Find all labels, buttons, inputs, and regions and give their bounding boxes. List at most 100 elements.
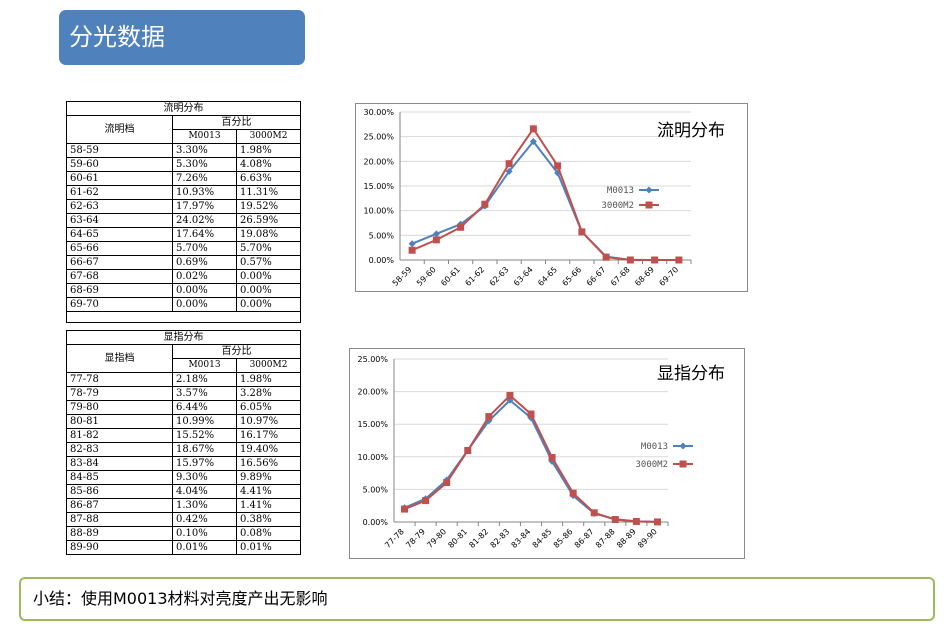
cri-chart-svg: 0.00%5.00%10.00%15.00%20.00%25.00%77-787…	[357, 355, 725, 550]
bin-cell: 80-81	[66, 414, 173, 429]
bin-cell: 67-68	[66, 269, 173, 284]
bin-cell: 78-79	[66, 386, 173, 401]
x-tick-label: 80-81	[446, 527, 469, 550]
data-point	[457, 223, 465, 231]
bin-cell: 64-65	[66, 227, 173, 242]
x-tick-label: 83-84	[510, 527, 533, 550]
data-point	[506, 392, 514, 400]
data-point	[432, 230, 440, 238]
table-row: 63-64 24.02% 26.59%	[66, 213, 302, 228]
y-tick-label: 0.00%	[369, 256, 395, 265]
y-tick-label: 10.00%	[363, 207, 394, 216]
lumen-chart-svg: 0.00% 5.00% 10.00% 15.00% 20.00% 25.00% 30.00%…	[363, 108, 725, 288]
y-tick-label: 25.00%	[357, 355, 388, 364]
bin-cell: 83-84	[66, 456, 173, 471]
bin-cell: 68-69	[66, 283, 173, 298]
table-row: 64-65 17.64% 19.08%	[66, 227, 302, 242]
group-header: 百分比	[171, 115, 302, 130]
value-cell: 0.08%	[235, 526, 302, 541]
legend-label: M0013	[641, 442, 668, 452]
data-point	[527, 410, 535, 418]
table-row: 59-60 5.30% 4.08%	[66, 157, 302, 172]
value-cell: 4.04%	[172, 484, 237, 499]
data-point	[529, 138, 537, 146]
data-point	[602, 253, 610, 261]
value-cell: 0.00%	[172, 297, 237, 312]
bin-cell: 66-67	[66, 255, 173, 270]
table-row: 78-79 3.57% 3.28%	[66, 386, 302, 401]
lumen-table: 流明分布 流明档 百分比 M0013 3000M2 58-59 3.30% 1.98% 59-6…	[65, 101, 302, 323]
data-point	[653, 518, 661, 526]
lumen-chart: 0.00% 5.00% 10.00% 15.00% 20.00% 25.00% 30.00%…	[355, 103, 748, 292]
value-cell: 26.59%	[235, 213, 302, 228]
legend-label: 3000M2	[601, 201, 634, 211]
value-cell: 0.00%	[235, 283, 302, 298]
data-point	[443, 479, 451, 487]
y-tick-label: 10.00%	[357, 453, 388, 462]
value-cell: 10.99%	[172, 414, 237, 429]
x-tick-label: 63-64	[512, 265, 535, 288]
x-tick-label: 79-80	[425, 527, 448, 550]
x-tick-label: 67-68	[609, 265, 632, 288]
value-cell: 0.00%	[235, 297, 302, 312]
table-row: 80-81 10.99% 10.97%	[66, 414, 302, 429]
table-row: 83-84 15.97% 16.56%	[66, 456, 302, 471]
y-tick-label: 30.00%	[363, 108, 394, 117]
table-row: 66-67 0.69% 0.57%	[66, 255, 302, 270]
bin-cell: 82-83	[66, 442, 173, 457]
series-line	[411, 139, 679, 261]
value-cell: 18.67%	[172, 442, 237, 457]
value-cell: 5.70%	[235, 241, 302, 256]
x-tick-label: 86-87	[573, 527, 596, 550]
bin-cell: 63-64	[66, 213, 173, 228]
bin-cell: 87-88	[66, 512, 173, 527]
column-header: M0013	[172, 358, 237, 373]
value-cell: 0.00%	[235, 269, 302, 284]
x-tick-label: 84-85	[531, 527, 554, 550]
value-cell: 16.17%	[235, 428, 302, 443]
value-cell: 3.28%	[235, 386, 302, 401]
y-tick-label: 5.00%	[363, 485, 389, 494]
cri-chart: 0.00% 5.00% 10.00% 15.00% 20.00% 25.00% 77-78 7…	[349, 348, 745, 559]
value-cell: 15.52%	[172, 428, 237, 443]
y-tick-label: 5.00%	[369, 231, 395, 240]
column-header: M0013	[172, 129, 237, 144]
table-row: 89-90 0.01% 0.01%	[66, 540, 302, 555]
y-tick-label: 15.00%	[363, 182, 394, 191]
value-cell: 7.26%	[172, 171, 237, 186]
value-cell: 9.30%	[172, 470, 237, 485]
value-cell: 0.69%	[172, 255, 237, 270]
data-point	[611, 516, 619, 524]
data-point	[481, 200, 489, 208]
value-cell: 5.70%	[172, 241, 237, 256]
legend-marker	[679, 460, 687, 468]
series-line	[411, 127, 679, 261]
value-cell: 1.98%	[235, 372, 302, 387]
table-row: 65-66 5.70% 5.70%	[66, 241, 302, 256]
data-point	[408, 246, 416, 254]
bin-cell: 58-59	[66, 143, 173, 158]
x-tick-label: 89-90	[636, 527, 659, 550]
row-header: 显指档	[66, 344, 173, 373]
value-cell: 10.97%	[235, 414, 302, 429]
value-cell: 0.42%	[172, 512, 237, 527]
value-cell: 24.02%	[172, 213, 237, 228]
value-cell: 1.30%	[172, 498, 237, 513]
column-header: 3000M2	[235, 358, 302, 373]
value-cell: 6.63%	[235, 171, 302, 186]
value-cell: 6.44%	[172, 400, 237, 415]
bin-cell: 85-86	[66, 484, 173, 499]
value-cell: 19.52%	[235, 199, 302, 214]
bin-cell: 84-85	[66, 470, 173, 485]
table-row: 61-62 10.93% 11.31%	[66, 185, 302, 200]
x-tick-label: 68-69	[633, 265, 656, 288]
value-cell: 5.30%	[172, 157, 237, 172]
data-point	[578, 228, 586, 236]
data-point	[548, 454, 556, 462]
y-tick-label: 0.00%	[363, 518, 389, 527]
table-row: 87-88 0.42% 0.38%	[66, 512, 302, 527]
bin-cell: 86-87	[66, 498, 173, 513]
column-header: 3000M2	[235, 129, 302, 144]
chart-title: 流明分布	[657, 121, 725, 141]
x-tick-label: 78-79	[404, 527, 427, 550]
